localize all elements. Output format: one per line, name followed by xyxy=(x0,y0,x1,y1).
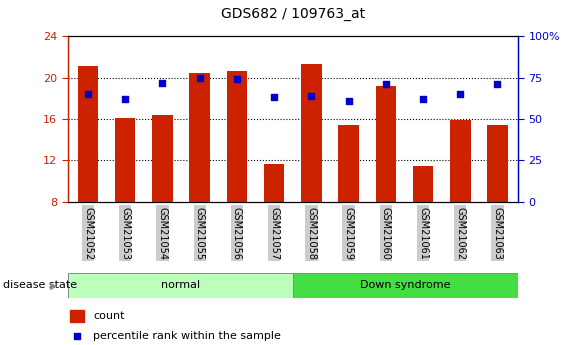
Text: GSM21060: GSM21060 xyxy=(381,207,391,259)
Text: count: count xyxy=(93,311,124,321)
Point xyxy=(493,81,502,87)
Bar xyxy=(115,118,136,202)
Bar xyxy=(70,310,84,322)
Text: GSM21061: GSM21061 xyxy=(418,207,428,259)
Text: GSM21052: GSM21052 xyxy=(83,207,93,260)
Text: GSM21062: GSM21062 xyxy=(455,207,465,259)
Point xyxy=(270,95,279,100)
Point xyxy=(83,91,92,97)
Bar xyxy=(450,120,471,202)
Point xyxy=(195,75,204,80)
Text: GSM21053: GSM21053 xyxy=(120,207,130,259)
Text: GSM21055: GSM21055 xyxy=(195,207,205,260)
Point xyxy=(73,333,82,339)
Text: Down syndrome: Down syndrome xyxy=(360,280,450,290)
Text: GDS682 / 109763_at: GDS682 / 109763_at xyxy=(221,7,365,21)
Bar xyxy=(293,273,518,298)
Text: GSM21056: GSM21056 xyxy=(232,207,242,259)
Bar xyxy=(301,64,321,202)
Point xyxy=(233,77,242,82)
Text: disease state: disease state xyxy=(3,280,77,290)
Point xyxy=(344,98,353,104)
Bar xyxy=(68,273,293,298)
Text: GSM21057: GSM21057 xyxy=(269,207,279,260)
Text: GSM21059: GSM21059 xyxy=(343,207,354,259)
Bar xyxy=(78,66,99,202)
Bar xyxy=(376,86,396,202)
Point xyxy=(381,81,390,87)
Text: GSM21058: GSM21058 xyxy=(306,207,316,259)
Text: ▶: ▶ xyxy=(50,280,57,290)
Point xyxy=(158,80,167,85)
Point xyxy=(418,96,427,102)
Point xyxy=(456,91,465,97)
Point xyxy=(120,96,129,102)
Text: percentile rank within the sample: percentile rank within the sample xyxy=(93,331,281,341)
Point xyxy=(307,93,316,99)
Bar xyxy=(227,71,247,202)
Bar xyxy=(413,166,434,202)
Bar xyxy=(152,115,173,202)
Bar xyxy=(338,125,359,202)
Bar xyxy=(190,73,210,202)
Text: normal: normal xyxy=(160,280,200,290)
Bar xyxy=(264,164,284,202)
Bar xyxy=(487,125,508,202)
Text: GSM21063: GSM21063 xyxy=(493,207,503,259)
Text: GSM21054: GSM21054 xyxy=(158,207,167,259)
